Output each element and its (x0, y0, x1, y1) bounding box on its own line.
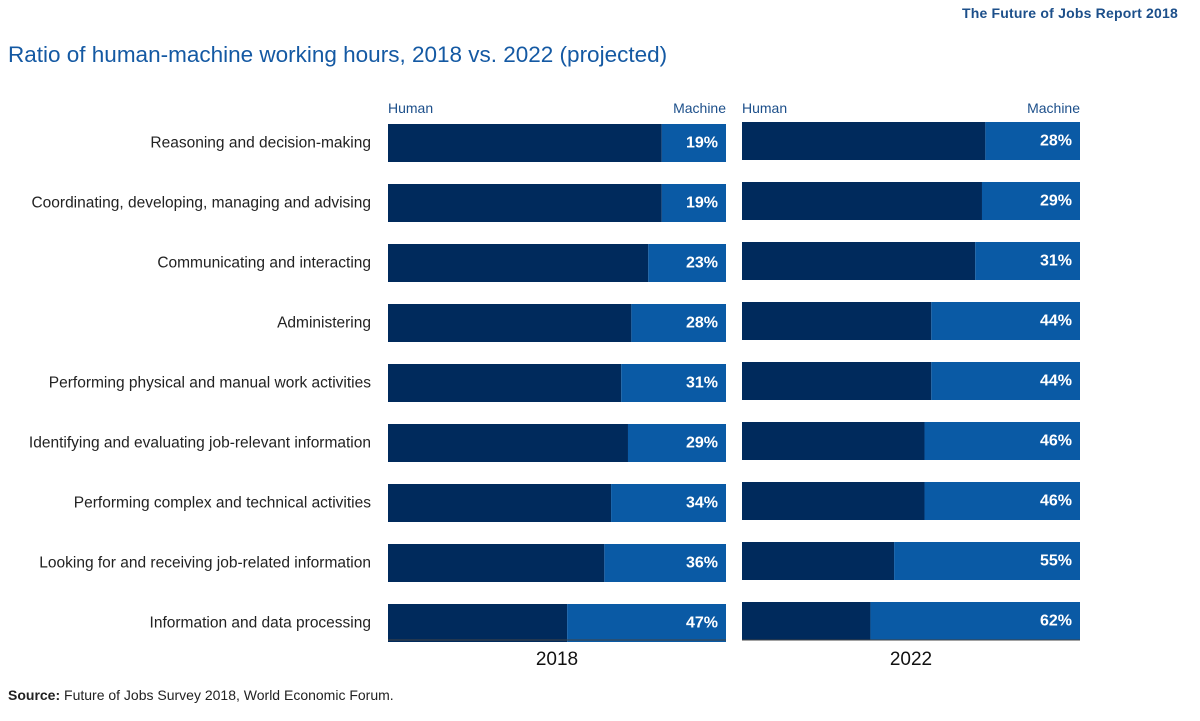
category-label: Reasoning and decision-making (150, 135, 371, 152)
human-bar (388, 604, 568, 642)
machine-value-label: 28% (686, 315, 718, 332)
machine-bar (661, 124, 726, 162)
human-bar (388, 184, 662, 222)
human-bar (742, 542, 895, 580)
machine-value-label: 19% (686, 135, 718, 152)
human-bar (388, 364, 622, 402)
human-bar (742, 242, 976, 280)
machine-value-label: 28% (1040, 133, 1072, 150)
machine-value-label: 29% (686, 435, 718, 452)
human-bar (742, 182, 982, 220)
machine-value-label: 19% (686, 195, 718, 212)
human-bar (742, 302, 932, 340)
human-bar (388, 124, 662, 162)
machine-value-label: 47% (686, 615, 718, 632)
machine-bar (567, 604, 726, 642)
machine-bar (621, 364, 726, 402)
human-bar (742, 122, 986, 160)
human-bar (388, 244, 649, 282)
source-text: Future of Jobs Survey 2018, World Econom… (60, 687, 394, 703)
human-bar (742, 482, 925, 520)
machine-bar (631, 304, 726, 342)
category-label: Information and data processing (150, 615, 371, 632)
human-bar (742, 602, 871, 640)
machine-value-label: 34% (686, 495, 718, 512)
panel-year-label: 2022 (890, 649, 932, 670)
legend-human-label: Human (388, 100, 433, 116)
machine-bar (924, 422, 1080, 460)
machine-bar (975, 242, 1080, 280)
human-bar (742, 362, 932, 400)
machine-value-label: 36% (686, 555, 718, 572)
panel-year-label: 2018 (536, 649, 578, 670)
category-label: Coordinating, developing, managing and a… (31, 195, 371, 212)
machine-bar (611, 484, 726, 522)
machine-value-label: 29% (1040, 193, 1072, 210)
category-label: Communicating and interacting (157, 255, 371, 272)
machine-value-label: 46% (1040, 493, 1072, 510)
machine-value-label: 62% (1040, 613, 1072, 630)
machine-bar (981, 182, 1080, 220)
machine-bar (924, 482, 1080, 520)
machine-value-label: 23% (686, 255, 718, 272)
machine-value-label: 44% (1040, 313, 1072, 330)
machine-bar (627, 424, 726, 462)
legend-machine-label: Machine (673, 100, 726, 116)
chart-title: Ratio of human-machine working hours, 20… (8, 42, 668, 67)
source-label: Source: (8, 687, 61, 703)
machine-value-label: 44% (1040, 373, 1072, 390)
machine-bar (648, 244, 726, 282)
category-label: Administering (277, 315, 371, 332)
human-bar (388, 424, 628, 462)
category-label: Performing physical and manual work acti… (49, 375, 371, 392)
source-note: Source: Future of Jobs Survey 2018, Worl… (8, 687, 394, 703)
category-label: Identifying and evaluating job-relevant … (29, 435, 371, 452)
machine-bar (985, 122, 1080, 160)
machine-bar (870, 602, 1080, 640)
machine-value-label: 46% (1040, 433, 1072, 450)
machine-bar (661, 184, 726, 222)
category-label: Performing complex and technical activit… (74, 495, 371, 512)
machine-value-label: 31% (1040, 253, 1072, 270)
human-bar (388, 484, 612, 522)
legend-human-label: Human (742, 100, 787, 116)
human-bar (388, 304, 632, 342)
human-bar (388, 544, 605, 582)
machine-bar (931, 302, 1080, 340)
machine-value-label: 31% (686, 375, 718, 392)
report-name: The Future of Jobs Report 2018 (961, 5, 1178, 21)
machine-bar (894, 542, 1080, 580)
machine-value-label: 55% (1040, 553, 1072, 570)
human-bar (742, 422, 925, 460)
machine-bar (931, 362, 1080, 400)
category-label: Looking for and receiving job-related in… (39, 555, 371, 572)
machine-bar (604, 544, 726, 582)
legend-machine-label: Machine (1027, 100, 1080, 116)
